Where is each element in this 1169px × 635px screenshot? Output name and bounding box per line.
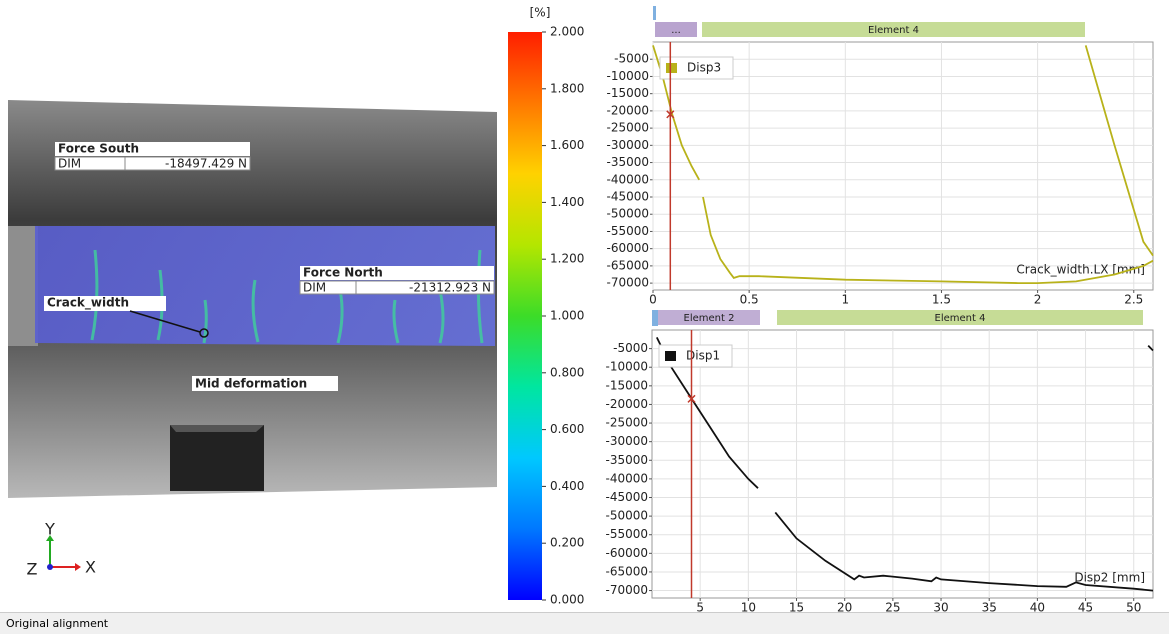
y-tick-label: -5000 <box>613 341 648 355</box>
y-tick-label: -20000 <box>605 397 648 411</box>
mid-deformation-label: Mid deformation <box>192 376 338 391</box>
status-bar: Original alignment <box>0 612 1169 634</box>
timeline-label: Element 4 <box>935 313 986 324</box>
label-title: Force North <box>303 266 383 280</box>
colorbar <box>508 32 542 600</box>
y-tick-label: -15000 <box>605 378 648 392</box>
y-tick-label: -30000 <box>606 138 649 152</box>
legend-label: Disp3 <box>687 61 721 75</box>
colorbar-tick-label: 0.000 <box>550 593 584 607</box>
x-tick-label: 45 <box>1078 601 1093 613</box>
status-text: Original alignment <box>6 617 108 630</box>
label-title: Force South <box>58 142 139 156</box>
x-tick-label: 2 <box>1034 293 1042 307</box>
x-axis-label: Disp2 [mm] <box>1074 571 1145 585</box>
colorbar-tick-label: 0.200 <box>550 536 584 550</box>
y-tick-label: -60000 <box>605 546 648 560</box>
colorbar-unit: [%] <box>530 6 551 20</box>
label-title: Crack_width <box>47 296 129 311</box>
x-tick-label: 5 <box>696 601 704 613</box>
y-tick-label: -50000 <box>606 207 649 221</box>
x-tick-label: 50 <box>1126 601 1141 613</box>
x-tick-label: 0.5 <box>740 293 759 307</box>
label-value: -18497.429 N <box>165 157 247 171</box>
axis-triad: Y Z X <box>27 520 96 579</box>
y-tick-label: -35000 <box>606 155 649 169</box>
x-tick-label: 0 <box>649 293 657 307</box>
colorbar-tick-label: 0.800 <box>550 365 584 379</box>
timeline-marker <box>653 6 656 20</box>
colorbar-tick-label: 2.000 <box>550 25 584 39</box>
timeline-label: Element 4 <box>868 25 919 36</box>
colorbar-tick-label: 1.600 <box>550 138 584 152</box>
y-tick-label: -40000 <box>605 471 648 485</box>
timeline-marker <box>652 310 658 326</box>
y-tick-label: -25000 <box>606 121 649 135</box>
y-tick-label: -15000 <box>606 86 649 100</box>
label-value: -21312.923 N <box>409 281 491 295</box>
colorbar-tick-label: 1.800 <box>550 81 584 95</box>
y-tick-label: -10000 <box>606 69 649 83</box>
axis-label: X <box>85 558 96 577</box>
x-tick-label: 35 <box>982 601 997 613</box>
x-tick-label: 2.5 <box>1124 293 1143 307</box>
colorbar-tick-label: 1.400 <box>550 195 584 209</box>
legend-swatch <box>666 63 677 73</box>
force-south-label: Force South DIM -18497.429 N <box>55 142 250 171</box>
y-tick-label: -20000 <box>606 103 649 117</box>
y-tick-label: -65000 <box>606 258 649 272</box>
y-tick-label: -55000 <box>606 224 649 238</box>
timeline-label: Element 2 <box>684 313 735 324</box>
x-tick-label: 40 <box>1030 601 1045 613</box>
colorbar-tick-label: 1.000 <box>550 309 584 323</box>
y-tick-label: -10000 <box>605 360 648 374</box>
label-key: DIM <box>303 281 326 295</box>
y-tick-label: -35000 <box>605 453 648 467</box>
colorbar-tick-label: 1.200 <box>550 252 584 266</box>
y-tick-label: -65000 <box>605 564 648 578</box>
axis-label: Z <box>27 560 38 579</box>
y-tick-label: -45000 <box>605 490 648 504</box>
screen: Force South DIM -18497.429 N Force North… <box>0 0 1169 612</box>
y-tick-label: -55000 <box>605 527 648 541</box>
y-tick-label: -45000 <box>606 190 649 204</box>
plot-area <box>652 330 1153 598</box>
x-tick-label: 1.5 <box>932 293 951 307</box>
x-axis-label: Crack_width.LX [mm] <box>1016 263 1145 277</box>
y-tick-label: -70000 <box>606 276 649 290</box>
timeline-label: ... <box>671 25 681 36</box>
y-tick-label: -25000 <box>605 416 648 430</box>
y-tick-label: -30000 <box>605 434 648 448</box>
label-title: Mid deformation <box>195 377 307 391</box>
y-tick-label: -60000 <box>606 241 649 255</box>
axis-label: Y <box>44 520 55 539</box>
x-tick-label: 10 <box>741 601 756 613</box>
x-tick-label: 15 <box>789 601 804 613</box>
y-tick-label: -50000 <box>605 509 648 523</box>
x-tick-label: 20 <box>837 601 852 613</box>
y-tick-label: -5000 <box>614 52 649 66</box>
page: Force South DIM -18497.429 N Force North… <box>0 0 1169 634</box>
x-tick-label: 1 <box>841 293 849 307</box>
y-tick-label: -40000 <box>606 172 649 186</box>
label-key: DIM <box>58 157 81 171</box>
x-tick-label: 25 <box>885 601 900 613</box>
colorbar-tick-label: 0.600 <box>550 422 584 436</box>
colorbar-tick-label: 0.400 <box>550 479 584 493</box>
x-tick-label: 30 <box>933 601 948 613</box>
force-north-label: Force North DIM -21312.923 N <box>300 266 494 295</box>
legend-swatch <box>665 351 676 361</box>
y-tick-label: -70000 <box>605 583 648 597</box>
